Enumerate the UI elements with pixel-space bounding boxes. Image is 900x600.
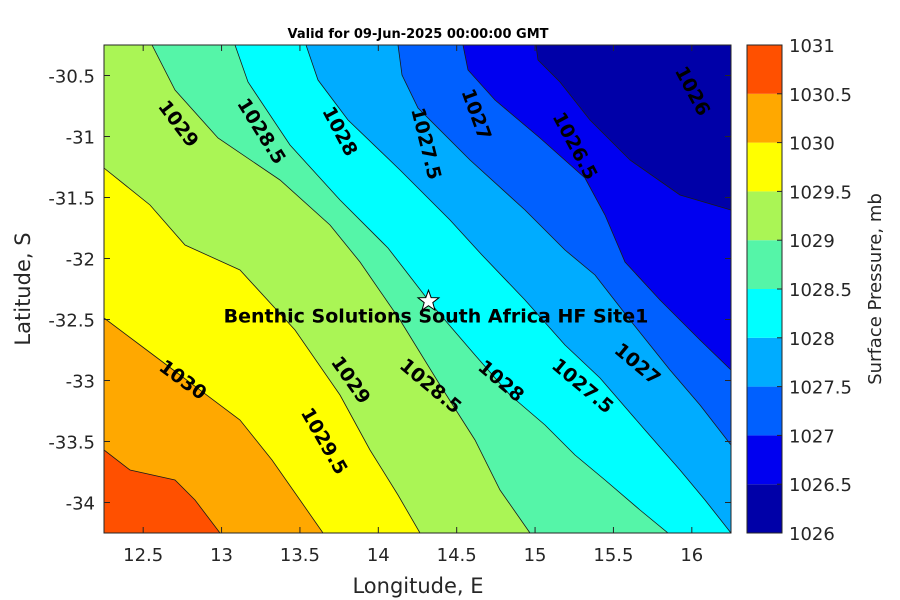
contour-line — [104, 317, 324, 533]
y-tick-label: -33 — [66, 372, 95, 393]
contour-line — [397, 45, 731, 446]
y-axis-label: Latitude, S — [11, 232, 35, 345]
y-tick-label: -34 — [66, 494, 95, 515]
colorbar-tick-label: 1028.5 — [789, 280, 852, 301]
contour-line — [104, 449, 221, 533]
x-tick-label: 12.5 — [123, 545, 163, 566]
x-tick-label: 13 — [210, 545, 233, 566]
contour-line — [151, 45, 531, 533]
colorbar-swatch — [747, 240, 782, 289]
colorbar-tick-label: 1031 — [789, 36, 835, 57]
colorbar-swatch — [747, 337, 782, 387]
colorbar-swatch — [747, 142, 782, 192]
site-star-icon — [416, 288, 441, 312]
y-tick-label: -31 — [66, 128, 95, 149]
contour-line — [462, 45, 731, 371]
chart-title: Valid for 09-Jun-2025 00:00:00 GMT — [288, 27, 549, 42]
site-marker: Benthic Solutions South Africa HF Site1 — [224, 288, 649, 328]
y-tick-label: -32.5 — [48, 311, 95, 332]
y-axis-ticks: -30.5 -31 -31.5 -32 -32.5 -33 -33.5 -34 — [48, 67, 731, 515]
y-tick-label: -33.5 — [48, 433, 95, 454]
contour-line — [104, 167, 421, 533]
colorbar-swatch — [747, 386, 782, 436]
colorbar — [746, 44, 783, 534]
colorbar-swatch — [747, 435, 782, 485]
y-tick-label: -30.5 — [48, 67, 95, 88]
colorbar-swatch — [747, 484, 782, 533]
colorbar-swatch — [747, 191, 782, 241]
colorbar-tick-label: 1029.5 — [789, 182, 852, 203]
x-tick-label: 15.5 — [593, 545, 633, 566]
x-tick-label: 14 — [367, 545, 390, 566]
colorbar-ticks: 1026 1026.5 1027 1027.5 1028 1028.5 1029 1029.5… — [777, 36, 852, 545]
x-tick-label: 14.5 — [437, 545, 477, 566]
plot-area — [104, 45, 731, 533]
contour-line — [535, 45, 731, 211]
y-tick-label: -31.5 — [48, 189, 95, 210]
colorbar-tick-label: 1026 — [789, 524, 835, 545]
colorbar-swatch — [747, 289, 782, 338]
y-tick-label: -32 — [66, 250, 95, 271]
colorbar-tick-label: 1027.5 — [789, 378, 852, 399]
colorbar-swatch — [747, 45, 782, 94]
colorbar-tick-label: 1029 — [789, 231, 835, 252]
colorbar-tick-label: 1026.5 — [789, 475, 852, 496]
colorbar-swatch — [747, 93, 782, 143]
site-label: Benthic Solutions South Africa HF Site1 — [224, 306, 649, 328]
x-axis-label: Longitude, E — [352, 574, 483, 598]
plot-frame — [103, 44, 732, 534]
colorbar-tick-label: 1028 — [789, 329, 835, 350]
x-tick-label: 15 — [524, 545, 547, 566]
x-tick-label: 13.5 — [280, 545, 320, 566]
contour-line — [234, 45, 669, 533]
contour-line — [305, 45, 731, 533]
colorbar-label: Surface Pressure, mb — [865, 193, 886, 385]
colorbar-tick-label: 1030.5 — [789, 85, 852, 106]
contour-lines — [104, 45, 731, 533]
x-axis-ticks: 12.5 13 13.5 14 14.5 15 15.5 16 — [123, 45, 703, 566]
colorbar-tick-label: 1030 — [789, 134, 835, 155]
colorbar-tick-label: 1027 — [789, 426, 835, 447]
x-tick-label: 16 — [680, 545, 703, 566]
